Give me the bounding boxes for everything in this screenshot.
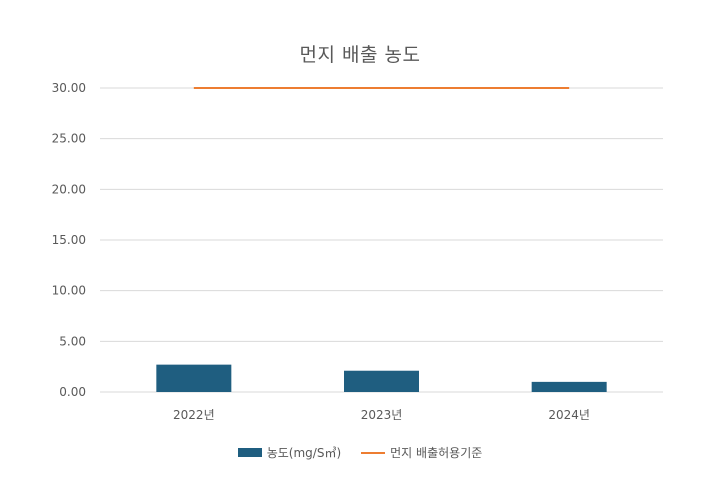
legend-swatch-line <box>361 451 386 454</box>
y-tick-label: 15.00 <box>52 233 86 247</box>
bar <box>156 364 232 392</box>
chart-legend: 농도(mg/S㎥) 먼지 배출허용기준 <box>0 444 720 461</box>
y-tick-label: 30.00 <box>52 81 86 95</box>
x-tick-label: 2022년 <box>173 408 215 422</box>
legend-label-line: 먼지 배출허용기준 <box>390 446 483 460</box>
chart-title: 먼지 배출 농도 <box>299 44 421 66</box>
bar <box>344 370 419 392</box>
bar <box>531 381 607 392</box>
x-tick-label: 2024년 <box>548 408 590 422</box>
legend-item-line: 먼지 배출허용기준 <box>361 444 482 461</box>
legend-swatch-bar <box>237 448 262 457</box>
y-tick-label: 20.00 <box>52 182 86 196</box>
y-tick-label: 10.00 <box>52 284 86 298</box>
y-tick-label: 0.00 <box>59 385 86 399</box>
y-tick-label: 25.00 <box>52 132 86 146</box>
y-tick-label: 5.00 <box>59 334 86 348</box>
legend-label-bar: 농도(mg/S㎥) <box>266 446 342 460</box>
x-tick-label: 2023년 <box>361 408 403 422</box>
legend-item-bar: 농도(mg/S㎥) <box>237 444 342 461</box>
